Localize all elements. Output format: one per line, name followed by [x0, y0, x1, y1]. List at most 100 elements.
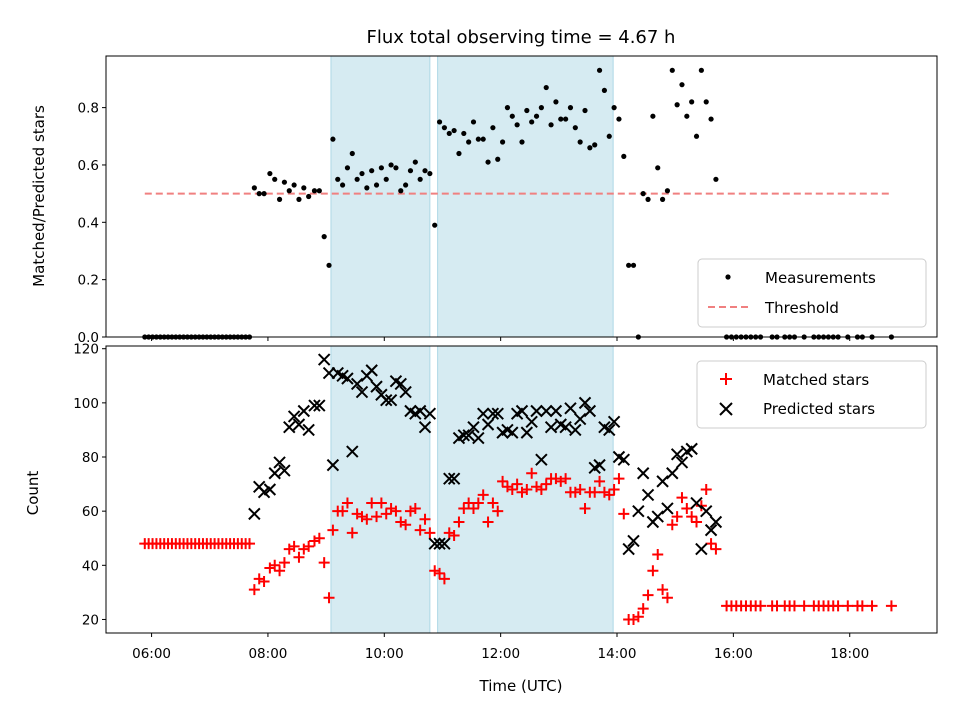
top-y-axis-label: Matched/Predicted stars [30, 105, 48, 287]
legend-matched-label: Matched stars [763, 371, 869, 389]
measurement-point [354, 176, 360, 182]
measurement-point [524, 107, 530, 114]
measurement-point [538, 105, 544, 111]
measurement-point [529, 119, 535, 125]
predicted-star-point [651, 510, 664, 523]
measurement-point [251, 185, 257, 191]
matched-star-point [327, 524, 339, 536]
legend-matched-marker [720, 373, 732, 385]
predicted-star-point [622, 542, 635, 556]
matched-star-point [313, 532, 325, 544]
measurement-point [427, 170, 433, 177]
matched-star-point [832, 600, 844, 612]
predicted-star-point [540, 404, 553, 418]
predicted-star-point [341, 372, 354, 385]
matched-star-point [497, 475, 509, 487]
predicted-star-point [704, 523, 718, 537]
measurement-point [674, 102, 680, 108]
matched-star-point [535, 484, 547, 495]
measurement-point [344, 165, 351, 171]
matched-star-point [390, 505, 402, 517]
measurement-point [369, 168, 375, 174]
predicted-star-point [399, 385, 412, 399]
matched-star-point [681, 502, 693, 514]
predicted-star-point [263, 483, 277, 496]
measurement-point [373, 182, 380, 188]
predicted-star-point [617, 453, 631, 466]
measurement-point [495, 156, 501, 162]
measurement-point [601, 87, 608, 94]
measurement-point [441, 125, 448, 131]
predicted-star-point [292, 418, 306, 431]
measurement-point [291, 182, 297, 188]
predicted-star-point [287, 410, 301, 423]
matched-star-point [323, 592, 335, 604]
predicted-star-point [506, 426, 519, 439]
measurement-point [326, 262, 332, 268]
matched-star-point [414, 524, 426, 536]
top-y-axis-ticks: 0.0 0.2 0.4 0.6 0.8 [78, 101, 106, 346]
measurement-point [684, 113, 690, 119]
matched-star-point [318, 557, 330, 569]
predicted-star-point [423, 407, 437, 420]
matched-star-point [288, 540, 300, 552]
measurement-point [504, 105, 511, 111]
top-legend-box [697, 258, 927, 328]
matched-star-point [637, 603, 649, 615]
matched-star-point [487, 497, 499, 509]
predicted-star-point [564, 402, 577, 415]
measurement-point [592, 142, 598, 148]
matched-star-point [579, 502, 591, 514]
measurement-point [713, 176, 719, 182]
predicted-star-point [462, 429, 475, 442]
measurement-point [335, 176, 341, 182]
bottom-y-tick-label: 120 [73, 342, 99, 358]
predicted-star-point [370, 380, 383, 393]
measurement-point [563, 116, 569, 122]
bottom-y-tick-label: 40 [82, 558, 99, 574]
predicted-star-point [709, 515, 723, 529]
predicted-star-point [278, 464, 291, 477]
matched-star-point [409, 502, 421, 514]
bottom-y-tick-label: 100 [73, 396, 99, 412]
top-highlight-spans [330, 55, 614, 338]
matched-star-point [341, 497, 353, 509]
measurement-point [708, 116, 714, 122]
predicted-star-point [365, 364, 378, 377]
matched-star-point [448, 530, 460, 542]
matched-star-point [705, 538, 717, 550]
predicted-star-point [317, 353, 331, 366]
measurement-point [587, 145, 593, 151]
top-x-axis-ticks [151, 337, 851, 341]
predicted-star-point [394, 377, 407, 391]
predicted-star-point [670, 448, 684, 461]
measurement-point [485, 159, 491, 165]
predicted-star-point [578, 396, 592, 410]
measurement-point [630, 262, 637, 268]
predicted-star-point [486, 407, 500, 420]
matched-star-point [691, 516, 703, 528]
measurement-point [466, 139, 472, 145]
measurement-point [359, 170, 365, 177]
measurement-point [398, 188, 404, 194]
matched-star-point [798, 600, 810, 612]
predicted-star-point [675, 456, 689, 469]
matched-star-point [434, 567, 446, 579]
matched-star-point [700, 484, 712, 495]
measurement-point [422, 168, 428, 174]
measurement-point [645, 196, 651, 202]
predicted-star-point [346, 445, 359, 458]
measurement-point [349, 150, 355, 157]
measurement-point [321, 234, 327, 240]
predicted-stars-points [248, 353, 723, 556]
measurement-point [679, 82, 685, 88]
measurement-point [272, 176, 278, 182]
matched-star-point [468, 502, 480, 514]
bottom-highlight-span-1 [330, 345, 431, 634]
matched-star-point [666, 519, 678, 531]
measurement-point [533, 113, 540, 119]
measurement-point [301, 185, 307, 191]
matched-star-point [526, 467, 538, 479]
predicted-star-point [559, 421, 572, 434]
